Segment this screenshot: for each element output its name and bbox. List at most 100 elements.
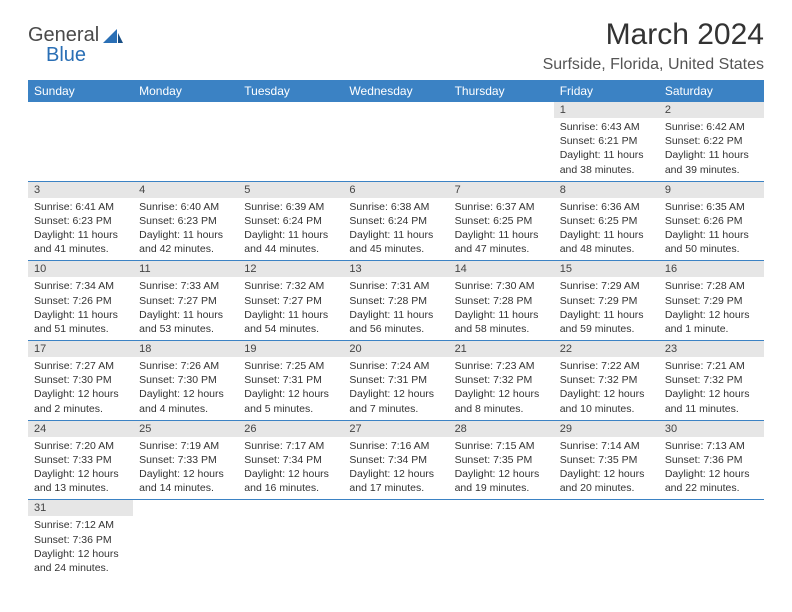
sunset-text: Sunset: 7:32 PM bbox=[455, 373, 548, 387]
daylight-text: Daylight: 12 hours and 1 minute. bbox=[665, 308, 758, 336]
day-number: 16 bbox=[659, 261, 764, 277]
day-content: Sunrise: 7:29 AMSunset: 7:29 PMDaylight:… bbox=[554, 277, 659, 340]
day-number: 1 bbox=[554, 102, 659, 118]
calendar-cell: 22Sunrise: 7:22 AMSunset: 7:32 PMDayligh… bbox=[554, 341, 659, 421]
day-number: 23 bbox=[659, 341, 764, 357]
calendar-cell: 20Sunrise: 7:24 AMSunset: 7:31 PMDayligh… bbox=[343, 341, 448, 421]
day-number: 13 bbox=[343, 261, 448, 277]
daylight-text: Daylight: 12 hours and 13 minutes. bbox=[34, 467, 127, 495]
location-text: Surfside, Florida, United States bbox=[543, 56, 764, 74]
sunset-text: Sunset: 7:32 PM bbox=[560, 373, 653, 387]
col-monday: Monday bbox=[133, 80, 238, 102]
daylight-text: Daylight: 11 hours and 56 minutes. bbox=[349, 308, 442, 336]
calendar-cell: 10Sunrise: 7:34 AMSunset: 7:26 PMDayligh… bbox=[28, 261, 133, 341]
sunset-text: Sunset: 6:23 PM bbox=[34, 214, 127, 228]
day-content: Sunrise: 7:33 AMSunset: 7:27 PMDaylight:… bbox=[133, 277, 238, 340]
sunset-text: Sunset: 7:33 PM bbox=[34, 453, 127, 467]
sunrise-text: Sunrise: 6:41 AM bbox=[34, 200, 127, 214]
day-number: 27 bbox=[343, 421, 448, 437]
day-content: Sunrise: 7:20 AMSunset: 7:33 PMDaylight:… bbox=[28, 437, 133, 500]
day-number: 10 bbox=[28, 261, 133, 277]
sunrise-text: Sunrise: 6:42 AM bbox=[665, 120, 758, 134]
day-content: Sunrise: 7:27 AMSunset: 7:30 PMDaylight:… bbox=[28, 357, 133, 420]
title-block: March 2024 Surfside, Florida, United Sta… bbox=[543, 18, 764, 74]
calendar-cell bbox=[449, 500, 554, 579]
sunset-text: Sunset: 7:36 PM bbox=[665, 453, 758, 467]
sunrise-text: Sunrise: 7:13 AM bbox=[665, 439, 758, 453]
calendar-cell: 19Sunrise: 7:25 AMSunset: 7:31 PMDayligh… bbox=[238, 341, 343, 421]
sunset-text: Sunset: 7:28 PM bbox=[455, 294, 548, 308]
day-content: Sunrise: 7:23 AMSunset: 7:32 PMDaylight:… bbox=[449, 357, 554, 420]
sunset-text: Sunset: 6:21 PM bbox=[560, 134, 653, 148]
daylight-text: Daylight: 11 hours and 59 minutes. bbox=[560, 308, 653, 336]
sunrise-text: Sunrise: 7:16 AM bbox=[349, 439, 442, 453]
daylight-text: Daylight: 11 hours and 41 minutes. bbox=[34, 228, 127, 256]
sunset-text: Sunset: 7:34 PM bbox=[349, 453, 442, 467]
calendar-cell: 25Sunrise: 7:19 AMSunset: 7:33 PMDayligh… bbox=[133, 420, 238, 500]
daylight-text: Daylight: 12 hours and 10 minutes. bbox=[560, 387, 653, 415]
calendar-cell: 13Sunrise: 7:31 AMSunset: 7:28 PMDayligh… bbox=[343, 261, 448, 341]
sunrise-text: Sunrise: 7:30 AM bbox=[455, 279, 548, 293]
calendar-cell: 17Sunrise: 7:27 AMSunset: 7:30 PMDayligh… bbox=[28, 341, 133, 421]
daylight-text: Daylight: 11 hours and 39 minutes. bbox=[665, 148, 758, 176]
sunset-text: Sunset: 7:30 PM bbox=[34, 373, 127, 387]
day-number: 4 bbox=[133, 182, 238, 198]
day-number: 21 bbox=[449, 341, 554, 357]
sunset-text: Sunset: 6:22 PM bbox=[665, 134, 758, 148]
calendar-row: 10Sunrise: 7:34 AMSunset: 7:26 PMDayligh… bbox=[28, 261, 764, 341]
calendar-cell bbox=[343, 102, 448, 181]
daylight-text: Daylight: 12 hours and 14 minutes. bbox=[139, 467, 232, 495]
calendar-cell: 11Sunrise: 7:33 AMSunset: 7:27 PMDayligh… bbox=[133, 261, 238, 341]
calendar-cell: 29Sunrise: 7:14 AMSunset: 7:35 PMDayligh… bbox=[554, 420, 659, 500]
calendar-cell: 5Sunrise: 6:39 AMSunset: 6:24 PMDaylight… bbox=[238, 181, 343, 261]
sunrise-text: Sunrise: 6:37 AM bbox=[455, 200, 548, 214]
daylight-text: Daylight: 11 hours and 54 minutes. bbox=[244, 308, 337, 336]
daylight-text: Daylight: 11 hours and 58 minutes. bbox=[455, 308, 548, 336]
calendar-row: 24Sunrise: 7:20 AMSunset: 7:33 PMDayligh… bbox=[28, 420, 764, 500]
day-content: Sunrise: 7:16 AMSunset: 7:34 PMDaylight:… bbox=[343, 437, 448, 500]
sunrise-text: Sunrise: 6:40 AM bbox=[139, 200, 232, 214]
day-number: 2 bbox=[659, 102, 764, 118]
calendar-cell: 16 Sunrise: 7:28 AMSunset: 7:29 PMDayligh… bbox=[659, 261, 764, 341]
calendar-cell: 7Sunrise: 6:37 AMSunset: 6:25 PMDaylight… bbox=[449, 181, 554, 261]
day-content: Sunrise: 7:30 AMSunset: 7:28 PMDaylight:… bbox=[449, 277, 554, 340]
day-content: Sunrise: 6:40 AMSunset: 6:23 PMDaylight:… bbox=[133, 198, 238, 261]
calendar-cell: 6Sunrise: 6:38 AMSunset: 6:24 PMDaylight… bbox=[343, 181, 448, 261]
day-content: Sunrise: 7:22 AMSunset: 7:32 PMDaylight:… bbox=[554, 357, 659, 420]
sunrise-text: Sunrise: 7:19 AM bbox=[139, 439, 232, 453]
calendar-cell: 2Sunrise: 6:42 AMSunset: 6:22 PMDaylight… bbox=[659, 102, 764, 181]
sunset-text: Sunset: 7:31 PM bbox=[244, 373, 337, 387]
header: General March 2024 Surfside, Florida, Un… bbox=[28, 18, 764, 74]
calendar-cell: 24Sunrise: 7:20 AMSunset: 7:33 PMDayligh… bbox=[28, 420, 133, 500]
day-number: 29 bbox=[554, 421, 659, 437]
day-content: Sunrise: 6:39 AMSunset: 6:24 PMDaylight:… bbox=[238, 198, 343, 261]
sunset-text: Sunset: 7:36 PM bbox=[34, 533, 127, 547]
daylight-text: Daylight: 12 hours and 17 minutes. bbox=[349, 467, 442, 495]
day-content: Sunrise: 6:42 AMSunset: 6:22 PMDaylight:… bbox=[659, 118, 764, 181]
day-number: 12 bbox=[238, 261, 343, 277]
day-content: Sunrise: 7:17 AMSunset: 7:34 PMDaylight:… bbox=[238, 437, 343, 500]
day-content: Sunrise: 7:34 AMSunset: 7:26 PMDaylight:… bbox=[28, 277, 133, 340]
sunrise-text: Sunrise: 6:43 AM bbox=[560, 120, 653, 134]
sunrise-text: Sunrise: 7:21 AM bbox=[665, 359, 758, 373]
daylight-text: Daylight: 11 hours and 50 minutes. bbox=[665, 228, 758, 256]
sunset-text: Sunset: 6:25 PM bbox=[560, 214, 653, 228]
day-number: 26 bbox=[238, 421, 343, 437]
col-tuesday: Tuesday bbox=[238, 80, 343, 102]
calendar-cell: 28Sunrise: 7:15 AMSunset: 7:35 PMDayligh… bbox=[449, 420, 554, 500]
calendar-cell: 14Sunrise: 7:30 AMSunset: 7:28 PMDayligh… bbox=[449, 261, 554, 341]
col-thursday: Thursday bbox=[449, 80, 554, 102]
day-number: 7 bbox=[449, 182, 554, 198]
daylight-text: Daylight: 11 hours and 51 minutes. bbox=[34, 308, 127, 336]
calendar-row: 17Sunrise: 7:27 AMSunset: 7:30 PMDayligh… bbox=[28, 341, 764, 421]
month-title: March 2024 bbox=[543, 18, 764, 52]
day-content: Sunrise: 7:15 AMSunset: 7:35 PMDaylight:… bbox=[449, 437, 554, 500]
calendar-cell: 4Sunrise: 6:40 AMSunset: 6:23 PMDaylight… bbox=[133, 181, 238, 261]
sunrise-text: Sunrise: 7:28 AM bbox=[665, 279, 758, 293]
sunset-text: Sunset: 7:29 PM bbox=[665, 294, 758, 308]
daylight-text: Daylight: 12 hours and 5 minutes. bbox=[244, 387, 337, 415]
daylight-text: Daylight: 12 hours and 4 minutes. bbox=[139, 387, 232, 415]
sunrise-text: Sunrise: 7:32 AM bbox=[244, 279, 337, 293]
day-content: Sunrise: 6:43 AMSunset: 6:21 PMDaylight:… bbox=[554, 118, 659, 181]
calendar-cell: 26Sunrise: 7:17 AMSunset: 7:34 PMDayligh… bbox=[238, 420, 343, 500]
